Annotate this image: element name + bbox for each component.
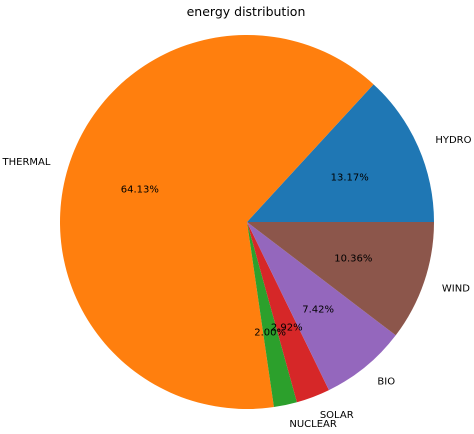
pie-slice-hydro xyxy=(247,84,434,222)
chart-title: energy distribution xyxy=(187,4,306,19)
slice-label-bio: BIO xyxy=(377,377,395,388)
pie-slice-thermal xyxy=(60,34,374,409)
pct-label-bio: 7.42% xyxy=(302,304,334,315)
pct-label-thermal: 64.13% xyxy=(121,184,159,195)
pct-label-nuclear: 2.00% xyxy=(254,327,286,338)
pie-labels: HYDRO 13.17% THERMAL 64.13% NUCLEAR 2.00% SOLA… xyxy=(2,135,472,430)
pct-label-wind: 10.36% xyxy=(334,253,372,264)
slice-label-wind: WIND xyxy=(442,283,470,294)
pie-slice-solar xyxy=(247,222,329,403)
pie-slices xyxy=(60,34,434,409)
slice-label-hydro: HYDRO xyxy=(435,135,471,146)
slice-label-nuclear: NUCLEAR xyxy=(289,419,337,430)
pie-slice-wind xyxy=(247,222,434,336)
pct-label-solar: 2.92% xyxy=(271,322,303,333)
slice-label-solar: SOLAR xyxy=(320,410,354,421)
pie-slice-nuclear xyxy=(247,222,297,408)
slice-label-thermal: THERMAL xyxy=(2,157,51,168)
pie-slice-bio xyxy=(247,222,396,391)
pct-label-hydro: 13.17% xyxy=(331,172,369,183)
